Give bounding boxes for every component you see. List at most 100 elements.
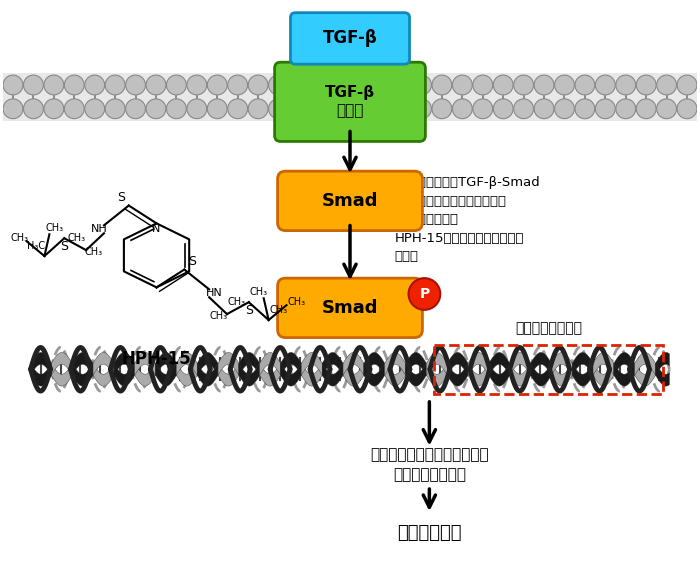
Polygon shape — [489, 352, 510, 375]
Circle shape — [575, 99, 595, 119]
Circle shape — [473, 75, 493, 95]
Bar — [3, 73, 697, 121]
Circle shape — [473, 99, 493, 119]
Circle shape — [494, 99, 513, 119]
Circle shape — [228, 75, 248, 95]
Text: Smad: Smad — [322, 299, 378, 317]
Polygon shape — [385, 363, 405, 386]
Polygon shape — [531, 352, 552, 375]
Text: 全身性強皮症: 全身性強皮症 — [397, 524, 461, 541]
Circle shape — [187, 99, 206, 119]
Circle shape — [636, 75, 656, 95]
Text: CH₃: CH₃ — [288, 297, 305, 307]
Polygon shape — [364, 352, 385, 375]
Text: H₃C: H₃C — [27, 241, 46, 251]
Polygon shape — [302, 363, 322, 386]
Polygon shape — [322, 352, 343, 375]
Text: N: N — [153, 224, 161, 234]
FancyBboxPatch shape — [274, 62, 426, 141]
Text: P: P — [419, 287, 430, 301]
Polygon shape — [426, 352, 447, 375]
Bar — [434, 345, 662, 394]
Circle shape — [3, 99, 23, 119]
Circle shape — [432, 99, 452, 119]
Circle shape — [616, 99, 636, 119]
Polygon shape — [447, 363, 468, 386]
Circle shape — [534, 99, 554, 119]
Polygon shape — [134, 363, 155, 386]
Polygon shape — [155, 363, 176, 386]
Circle shape — [269, 75, 288, 95]
Polygon shape — [260, 352, 281, 375]
Circle shape — [452, 99, 472, 119]
Polygon shape — [531, 363, 552, 386]
Polygon shape — [281, 352, 302, 375]
Circle shape — [616, 75, 636, 95]
Text: コラーゲン遠伝子発現の兔進: コラーゲン遠伝子発現の兔進 — [370, 447, 489, 462]
Circle shape — [409, 278, 440, 310]
Polygon shape — [51, 363, 72, 386]
Circle shape — [657, 99, 676, 119]
Text: S: S — [245, 304, 253, 316]
Circle shape — [207, 99, 228, 119]
FancyBboxPatch shape — [290, 13, 410, 64]
Text: CH₃: CH₃ — [46, 223, 64, 233]
Polygon shape — [260, 363, 281, 386]
Text: CH₃: CH₃ — [10, 233, 29, 243]
Circle shape — [371, 75, 391, 95]
Circle shape — [125, 99, 146, 119]
Polygon shape — [426, 363, 447, 386]
Polygon shape — [468, 352, 489, 375]
Text: CH₃: CH₃ — [250, 287, 268, 297]
Circle shape — [554, 75, 575, 95]
Circle shape — [350, 75, 370, 95]
Text: CH₃: CH₃ — [228, 297, 246, 307]
Circle shape — [228, 99, 248, 119]
Text: TGF-β
受容体: TGF-β 受容体 — [325, 85, 375, 118]
Polygon shape — [405, 363, 426, 386]
Circle shape — [330, 75, 350, 95]
Circle shape — [187, 75, 206, 95]
Text: S: S — [60, 240, 69, 253]
Circle shape — [3, 75, 23, 95]
Polygon shape — [197, 352, 218, 375]
Circle shape — [554, 99, 575, 119]
Circle shape — [677, 99, 697, 119]
Circle shape — [391, 75, 411, 95]
Text: S: S — [188, 255, 196, 268]
Circle shape — [371, 99, 391, 119]
Circle shape — [207, 75, 228, 95]
Text: CH₃: CH₃ — [67, 233, 85, 243]
Circle shape — [146, 99, 166, 119]
Circle shape — [289, 75, 309, 95]
Text: Smad: Smad — [322, 192, 378, 210]
Polygon shape — [385, 352, 405, 375]
Polygon shape — [72, 363, 93, 386]
Polygon shape — [218, 352, 239, 375]
Polygon shape — [239, 363, 260, 386]
Circle shape — [85, 99, 104, 119]
Circle shape — [636, 99, 656, 119]
Circle shape — [64, 99, 84, 119]
Text: CH₃: CH₃ — [270, 305, 288, 315]
Polygon shape — [510, 363, 531, 386]
Polygon shape — [447, 352, 468, 375]
Circle shape — [146, 75, 166, 95]
Polygon shape — [656, 363, 669, 386]
Circle shape — [44, 99, 64, 119]
Text: コラーゲン遠伝子: コラーゲン遠伝子 — [515, 322, 582, 336]
Polygon shape — [552, 363, 572, 386]
Polygon shape — [176, 352, 197, 375]
Polygon shape — [197, 363, 218, 386]
Polygon shape — [656, 352, 669, 375]
Polygon shape — [322, 363, 343, 386]
Text: コラーゲンの蔓積: コラーゲンの蔓積 — [393, 467, 466, 482]
Polygon shape — [302, 352, 322, 375]
Polygon shape — [51, 352, 72, 375]
Circle shape — [391, 99, 411, 119]
Circle shape — [64, 75, 84, 95]
Circle shape — [105, 99, 125, 119]
Polygon shape — [635, 352, 656, 375]
Polygon shape — [510, 352, 531, 375]
Circle shape — [350, 99, 370, 119]
